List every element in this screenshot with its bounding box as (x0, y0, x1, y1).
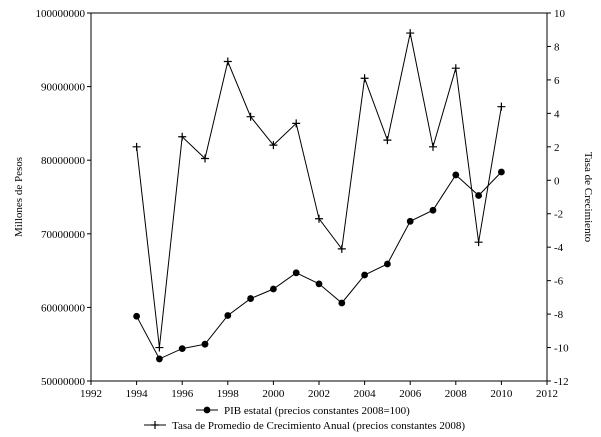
data-point (132, 142, 141, 151)
data-point (156, 355, 163, 363)
data-point (270, 285, 277, 293)
y-right-tick-label: 4 (554, 108, 560, 120)
x-tick-label: 1996 (171, 388, 194, 400)
y-axis-left: 50000000 60000000 70000000 80000000 90000000… (36, 8, 91, 388)
data-point (247, 295, 255, 302)
data-point (360, 74, 369, 83)
x-axis: 1992 1994 1996 1998 2000 2002 2004 2006 2008 2010… (80, 381, 558, 400)
x-tick-label: 2004 (354, 388, 377, 400)
y-left-tick-label: 100000000 (36, 8, 86, 20)
data-point (292, 119, 301, 128)
data-point (224, 312, 232, 319)
data-point (269, 141, 278, 150)
series-line (136, 171, 502, 360)
data-point (201, 154, 209, 163)
data-point (178, 132, 187, 141)
data-point (497, 102, 506, 111)
x-tick-label: 2010 (490, 388, 513, 400)
y-axis-right: -12 -10 -8 -6 -4 -2 0 2 4 6 8 10 (547, 8, 569, 388)
x-tick-label: 1992 (80, 388, 102, 400)
y-right-tick-label: 2 (554, 142, 560, 154)
data-point (133, 312, 141, 320)
y-left-tick-label: 80000000 (41, 155, 86, 167)
data-point (315, 214, 323, 223)
data-point (474, 238, 483, 247)
data-point (452, 171, 460, 179)
data-point (155, 343, 164, 352)
y-right-tick-label: 8 (554, 41, 560, 53)
data-point (384, 260, 391, 268)
y-right-tick-label: -2 (554, 209, 563, 221)
data-point (429, 142, 437, 151)
y-left-tick-label: 60000000 (41, 302, 86, 314)
x-tick-label: 2002 (308, 388, 330, 400)
data-point (292, 269, 300, 277)
data-point (178, 345, 186, 353)
series-layer (132, 29, 506, 363)
y-right-tick-label: -4 (554, 242, 564, 254)
legend-marker-tasa (151, 421, 159, 429)
y-axis-left-title: Millones de Pesos (13, 157, 25, 237)
legend-label-pib: PIB estatal (precios constantes 2008=100… (224, 405, 410, 417)
legend: PIB estatal (precios constantes 2008=100… (144, 405, 465, 432)
y-left-tick-label: 50000000 (41, 376, 86, 388)
data-point (338, 299, 346, 307)
series-tasa (132, 29, 506, 352)
data-point (475, 192, 482, 199)
legend-label-tasa: Tasa de Promedio de Crecimiento Anual (p… (172, 420, 465, 432)
y-right-tick-label: -12 (554, 376, 569, 388)
x-tick-label: 1998 (217, 388, 240, 400)
x-tick-label: 2012 (536, 388, 558, 400)
data-point (201, 340, 209, 348)
series-pib (133, 168, 505, 363)
y-right-tick-label: -8 (554, 309, 564, 321)
data-point (429, 206, 437, 214)
series-line (136, 32, 502, 348)
data-point (337, 244, 346, 253)
y-right-tick-label: 0 (554, 175, 560, 187)
y-axis-right-title: Tasa de Crecimiento (582, 152, 594, 243)
data-point (383, 136, 392, 145)
y-right-tick-label: -6 (554, 276, 564, 288)
data-point (406, 29, 415, 38)
data-point (451, 64, 460, 73)
y-right-tick-label: -10 (554, 343, 569, 355)
data-point (361, 271, 368, 279)
data-point (223, 57, 232, 66)
x-tick-label: 2000 (262, 388, 285, 400)
x-tick-label: 1994 (126, 388, 149, 400)
data-point (498, 168, 505, 176)
data-point (246, 112, 255, 121)
data-point (406, 217, 414, 225)
x-tick-label: 2006 (399, 388, 422, 400)
y-left-tick-label: 70000000 (41, 229, 86, 241)
y-left-tick-label: 90000000 (41, 82, 86, 94)
x-tick-label: 2008 (445, 388, 468, 400)
legend-marker-pib (203, 406, 211, 414)
y-right-tick-label: 10 (554, 8, 566, 20)
data-point (315, 280, 323, 288)
y-right-tick-label: 6 (554, 75, 560, 87)
